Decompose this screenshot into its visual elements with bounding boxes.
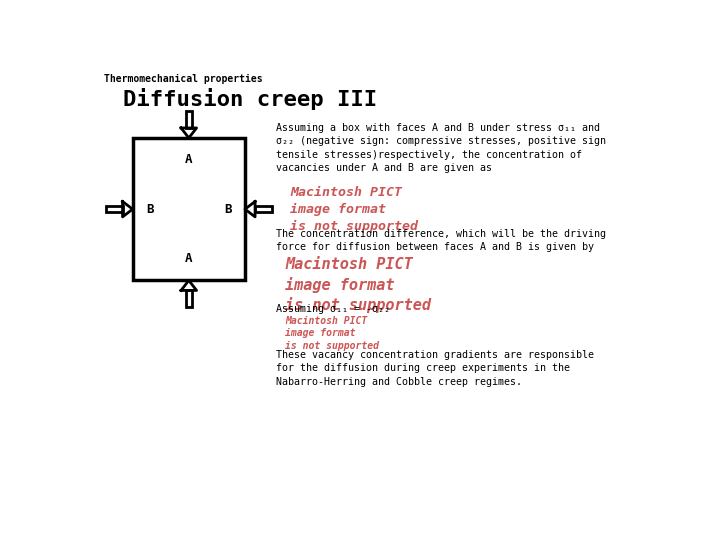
Text: A: A [185,153,192,166]
Polygon shape [245,201,255,217]
Text: Assuming σ₁₁ = -σ₂₂: Assuming σ₁₁ = -σ₂₂ [276,303,390,314]
Bar [186,111,192,128]
Text: B: B [146,202,153,215]
Polygon shape [122,201,132,217]
Text: B: B [224,202,232,215]
Text: Macintosh PICT
image format
is not supported: Macintosh PICT image format is not suppo… [290,186,418,233]
Bar [106,206,122,212]
Bar [132,138,245,280]
Text: Macintosh PICT
image format
is not supported: Macintosh PICT image format is not suppo… [285,257,431,313]
Bar [186,291,192,307]
Text: The concentration difference, which will be the driving
force for diffusion betw: The concentration difference, which will… [276,229,606,252]
Text: Assuming a box with faces A and B under stress σ₁₁ and
σ₂₂ (negative sign: compr: Assuming a box with faces A and B under … [276,123,606,173]
Text: Thermomechanical properties: Thermomechanical properties [104,74,263,84]
Polygon shape [181,280,197,291]
Text: A: A [185,252,192,265]
Polygon shape [181,128,197,138]
Bar [255,206,272,212]
Text: Macintosh PICT
image format
is not supported: Macintosh PICT image format is not suppo… [285,316,379,350]
Text: Diffusion creep III: Diffusion creep III [123,88,377,110]
Text: These vacancy concentration gradients are responsible
for the diffusion during c: These vacancy concentration gradients ar… [276,350,594,387]
